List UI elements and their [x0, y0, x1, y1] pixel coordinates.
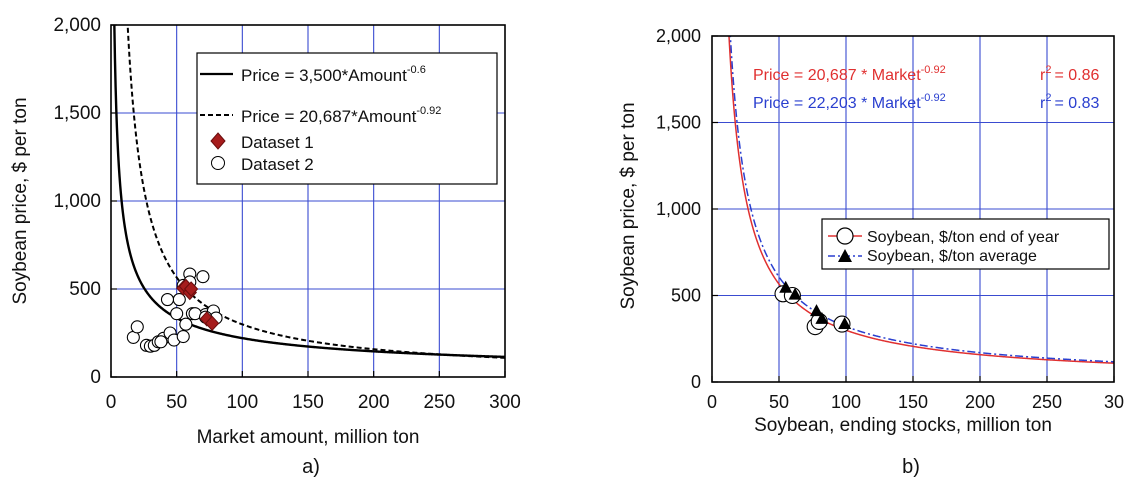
point-average	[838, 317, 852, 330]
point-dataset2	[170, 307, 184, 321]
legend-marker-triangle	[838, 249, 852, 262]
point-dataset2	[179, 317, 193, 331]
x-tick-label: 50	[166, 392, 187, 413]
chart-panel-a: 0 50 100 150 200 250 300 0 500 1,000 1,500 2,000 Ma…	[10, 15, 521, 478]
r2-red: r2 = 0.86	[1040, 64, 1099, 84]
point-dataset2	[176, 329, 190, 344]
legend-marker-diamond	[210, 132, 226, 150]
curves-b	[728, 36, 1114, 364]
x-tick-label: 150	[898, 392, 928, 412]
y-tick-label: 2,000	[53, 15, 101, 36]
x-tick-label: 50	[769, 392, 789, 412]
point-dataset1	[204, 315, 220, 332]
x-tick-label: 250	[423, 392, 455, 413]
point-dataset2	[160, 293, 175, 307]
legend-label-dataset1: Dataset 1	[241, 133, 314, 152]
grid-b	[712, 36, 1114, 382]
points-b	[774, 280, 852, 336]
y-tick-label: 1,500	[656, 113, 701, 133]
point-average	[779, 280, 793, 293]
legend-label-curve1: Price = 3,500*Amount-0.6	[241, 64, 426, 85]
fit-curve-blue	[729, 36, 1114, 363]
y-tick-label: 500	[671, 286, 701, 306]
legend-a: Price = 3,500*Amount-0.6 Price = 20,687*…	[196, 52, 498, 185]
y-tick-label: 0	[691, 372, 701, 392]
points-a	[126, 267, 223, 353]
x-tick-label: 150	[292, 392, 324, 413]
point-average	[810, 304, 824, 317]
panel-label-a: a)	[302, 456, 320, 478]
legend-label-average: Soybean, $/ton average	[867, 248, 1037, 265]
x-tick-label: 200	[358, 392, 390, 413]
y-axis-label-b: Soybean price, $ per ton	[618, 102, 639, 309]
equation-red: Price = 20,687 * Market-0.92	[753, 64, 946, 84]
x-tick-label: 250	[1032, 392, 1062, 412]
y-tick-label: 1,500	[53, 103, 101, 124]
y-tick-label: 500	[69, 279, 101, 300]
x-tick-label: 0	[106, 392, 117, 413]
point-dataset2	[196, 270, 210, 284]
legend-marker-circle	[211, 156, 225, 170]
fit-curve-dashed	[126, 25, 505, 359]
fit-curve-red	[728, 36, 1114, 364]
y-axis-label-a: Soybean price, $ per ton	[10, 97, 31, 304]
point-dataset2	[130, 320, 144, 334]
r2-blue: r2 = 0.83	[1040, 92, 1099, 112]
equation-blue: Price = 22,203 * Market-0.92	[753, 92, 946, 112]
x-tick-label: 200	[965, 392, 995, 412]
ticks-a: 0 50 100 150 200 250 300 0 500 1,000 1,500 2,000	[53, 15, 520, 413]
point-dataset1	[183, 281, 199, 297]
y-tick-label: 2,000	[656, 26, 701, 46]
legend-b: Soybean, $/ton end of year Soybean, $/to…	[821, 218, 1110, 270]
legend-label-curve2: Price = 20,687*Amount-0.92	[241, 105, 441, 126]
x-tick-label: 100	[226, 392, 258, 413]
y-tick-label: 1,000	[53, 191, 101, 212]
x-tick-label: 0	[707, 392, 717, 412]
point-average	[788, 287, 802, 300]
x-tick-label: 100	[831, 392, 861, 412]
point-dataset2	[154, 335, 168, 349]
point-average	[815, 311, 829, 324]
panel-label-b: b)	[902, 456, 920, 478]
legend-label-dataset2: Dataset 2	[241, 155, 314, 174]
legend-label-end-of-year: Soybean, $/ton end of year	[867, 229, 1060, 246]
legend-marker-circle-b	[836, 227, 854, 245]
x-axis-label-a: Market amount, million ton	[197, 427, 420, 448]
x-tick-label: 30	[1104, 392, 1124, 412]
legend-box-b	[821, 218, 1110, 270]
x-axis-label-b: Soybean, ending stocks, million ton	[754, 415, 1052, 436]
y-tick-label: 1,000	[656, 199, 701, 219]
x-tick-label: 300	[489, 392, 521, 413]
legend-box-a	[196, 52, 498, 185]
y-tick-label: 0	[90, 367, 101, 388]
